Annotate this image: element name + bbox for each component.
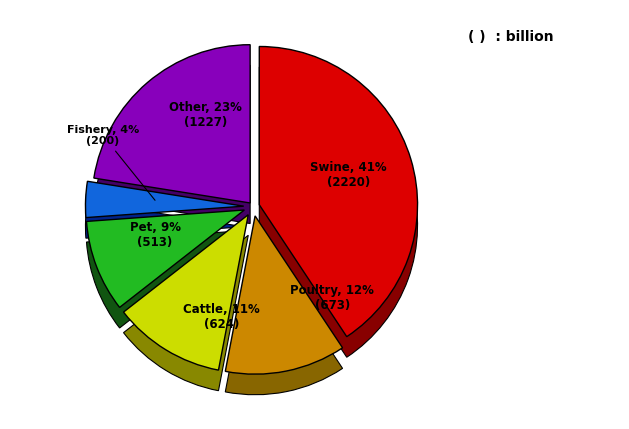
Wedge shape (225, 216, 343, 374)
Wedge shape (87, 210, 244, 308)
Wedge shape (123, 235, 248, 391)
Wedge shape (259, 46, 418, 337)
Text: Cattle, 11%
(624): Cattle, 11% (624) (183, 303, 260, 331)
Wedge shape (94, 65, 250, 224)
Text: Swine, 41%
(2220): Swine, 41% (2220) (310, 161, 386, 189)
Text: Other, 23%
(1227): Other, 23% (1227) (169, 101, 242, 129)
Wedge shape (225, 236, 343, 395)
Wedge shape (123, 214, 248, 370)
Wedge shape (86, 202, 243, 238)
Text: ( )  : billion: ( ) : billion (468, 30, 554, 44)
Text: Fishery, 4%
(200): Fishery, 4% (200) (67, 124, 155, 200)
Wedge shape (259, 67, 418, 357)
Wedge shape (86, 181, 243, 218)
Wedge shape (94, 45, 250, 203)
Text: Poultry, 12%
(673): Poultry, 12% (673) (291, 284, 374, 312)
Text: Pet, 9%
(513): Pet, 9% (513) (130, 221, 181, 249)
Wedge shape (87, 230, 244, 328)
